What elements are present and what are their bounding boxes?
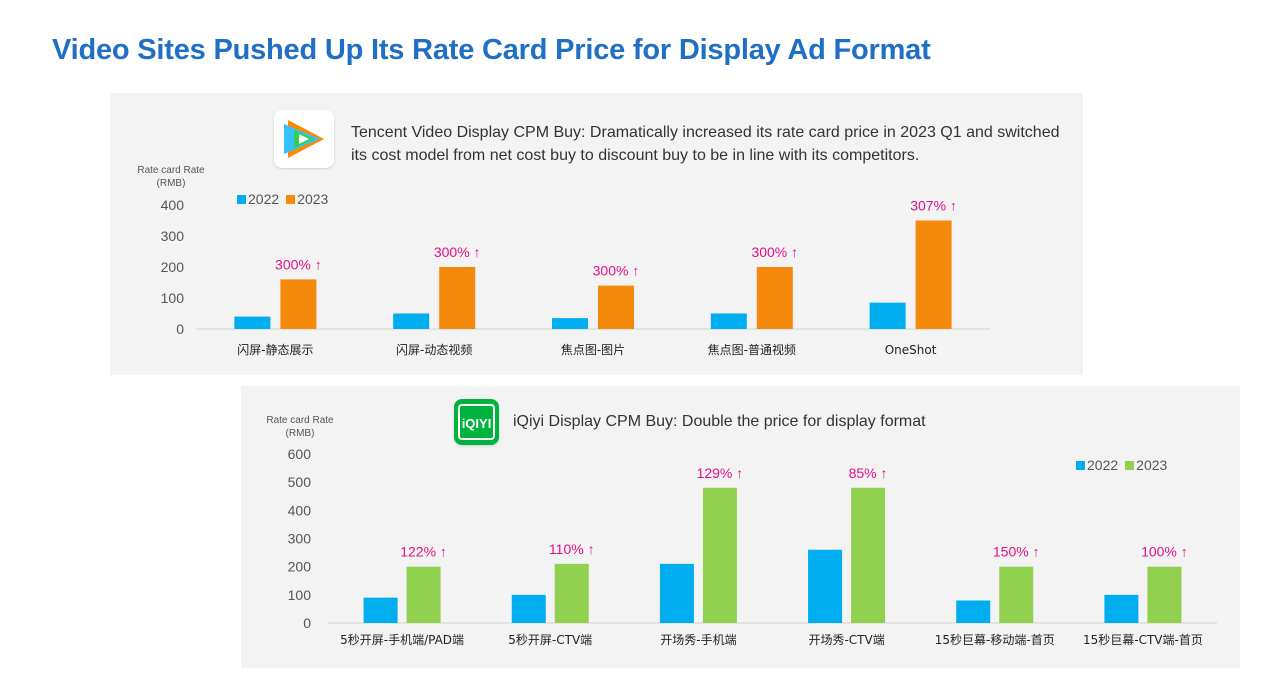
growth-annotation: 300% ↑ — [275, 256, 322, 272]
legend-label-2023: 2023 — [297, 191, 329, 207]
legend-swatch-2023 — [286, 194, 296, 204]
x-category-label: 15秒巨幕-移动端-首页 — [935, 633, 1055, 647]
bar-2023 — [851, 487, 886, 623]
growth-annotation: 300% ↑ — [434, 244, 481, 260]
y-tick-label: 400 — [161, 197, 185, 213]
x-category-label: 闪屏-静态展示 — [237, 343, 313, 357]
x-category-label: 闪屏-动态视频 — [396, 342, 472, 357]
iqiyi-y-axis-title-line2: (RMB) — [285, 428, 315, 439]
x-category-label: 焦点图-图片 — [561, 343, 625, 357]
bar-2022 — [363, 597, 398, 623]
bar-2023 — [756, 267, 793, 329]
bar-2022 — [869, 302, 906, 329]
growth-annotation: 85% ↑ — [849, 465, 888, 481]
iqiyi-headline: iQiyi Display CPM Buy: Double the price … — [513, 413, 926, 430]
x-category-label: 焦点图-普通视频 — [708, 342, 796, 357]
x-category-label: OneShot — [885, 343, 937, 357]
tencent-y-axis-title-line1: Rate card Rate — [137, 165, 205, 176]
y-tick-label: 400 — [288, 502, 312, 518]
bar-2022 — [659, 563, 694, 623]
bar-2022 — [511, 594, 546, 623]
bar-2023 — [406, 566, 441, 623]
growth-annotation: 150% ↑ — [993, 544, 1040, 560]
legend-swatch-2023 — [1125, 460, 1135, 470]
iqiyi-bar-chart: 0 100 200 300 400 500 600 122% ↑ 5秒开屏-手机端/PAD端 11… — [288, 446, 1217, 647]
bar-2023 — [915, 220, 952, 329]
tencent-y-axis-title-line2: (RMB) — [156, 178, 186, 189]
y-tick-label: 0 — [176, 321, 184, 337]
x-category-label: 15秒巨幕-CTV端-首页 — [1083, 633, 1203, 647]
iqiyi-logo-icon: iQIYI — [454, 399, 499, 445]
x-category-label: 5秒开屏-CTV端 — [508, 633, 592, 647]
bar-2022 — [956, 600, 991, 623]
x-category-label: 开场秀-CTV端 — [808, 633, 884, 647]
x-category-label: 开场秀-手机端 — [660, 633, 736, 647]
x-category-label: 5秒开屏-手机端/PAD端 — [340, 633, 464, 647]
growth-annotation: 100% ↑ — [1141, 544, 1188, 560]
growth-annotation: 129% ↑ — [697, 465, 744, 481]
legend-label-2022: 2022 — [248, 191, 280, 207]
legend-label-2023: 2023 — [1136, 457, 1168, 473]
bar-2023 — [999, 566, 1034, 623]
legend-swatch-2022 — [1076, 460, 1085, 470]
tencent-bar-chart: 0 100 200 300 400 300% ↑ 闪屏-静态展示 300% ↑ 闪屏-动态视频 3… — [161, 197, 990, 357]
bar-2022 — [552, 318, 588, 329]
y-tick-label: 300 — [288, 531, 312, 547]
tencent-legend: 2022 2023 — [237, 191, 335, 207]
legend-item-2022: 2022 — [237, 191, 279, 207]
bar-2023 — [702, 487, 737, 623]
y-tick-label: 200 — [161, 259, 185, 275]
iqiyi-legend: 2022 2023 — [1076, 457, 1174, 473]
y-tick-label: 500 — [288, 474, 312, 490]
iqiyi-y-axis-title: Rate card Rate (RMB) — [259, 414, 341, 440]
y-tick-label: 200 — [288, 559, 312, 575]
bar-2023 — [554, 563, 589, 623]
iqiyi-y-axis-title-line1: Rate card Rate — [266, 415, 334, 426]
legend-swatch-2022 — [237, 194, 246, 204]
tencent-video-play-icon — [274, 110, 334, 168]
bar-2022 — [234, 316, 271, 329]
iqiyi-chart-panel: iQIYI iQiyi Display CPM Buy: Double the … — [241, 386, 1240, 668]
legend-item-2023: 2023 — [286, 191, 328, 207]
growth-annotation: 110% ↑ — [549, 541, 595, 557]
tencent-y-axis-title: Rate card Rate (RMB) — [130, 164, 212, 190]
bar-2023 — [439, 267, 476, 329]
y-tick-label: 100 — [161, 290, 185, 306]
growth-annotation: 300% ↑ — [593, 263, 640, 279]
growth-annotation: 300% ↑ — [751, 244, 798, 260]
y-tick-label: 100 — [288, 587, 312, 603]
bar-2022 — [393, 313, 430, 329]
legend-item-2022: 2022 — [1076, 457, 1118, 473]
growth-annotation: 122% ↑ — [400, 544, 447, 560]
y-tick-label: 300 — [161, 228, 185, 244]
bar-2022 — [710, 313, 747, 329]
bar-2023 — [1147, 566, 1182, 623]
page-title: Video Sites Pushed Up Its Rate Card Pric… — [52, 34, 931, 66]
legend-item-2023: 2023 — [1125, 457, 1167, 473]
iqiyi-logo-text: iQIYI — [462, 416, 492, 431]
bar-2023 — [280, 279, 317, 329]
legend-label-2022: 2022 — [1087, 457, 1119, 473]
growth-annotation: 307% ↑ — [910, 198, 957, 214]
bar-2022 — [1104, 594, 1139, 623]
bar-2023 — [598, 285, 634, 329]
tencent-chart-panel: Tencent Video Display CPM Buy: Dramatica… — [110, 93, 1083, 375]
y-tick-label: 0 — [303, 615, 311, 631]
bar-2022 — [808, 549, 843, 623]
tencent-headline: Tencent Video Display CPM Buy: Dramatica… — [351, 124, 1060, 164]
y-tick-label: 600 — [288, 446, 312, 462]
